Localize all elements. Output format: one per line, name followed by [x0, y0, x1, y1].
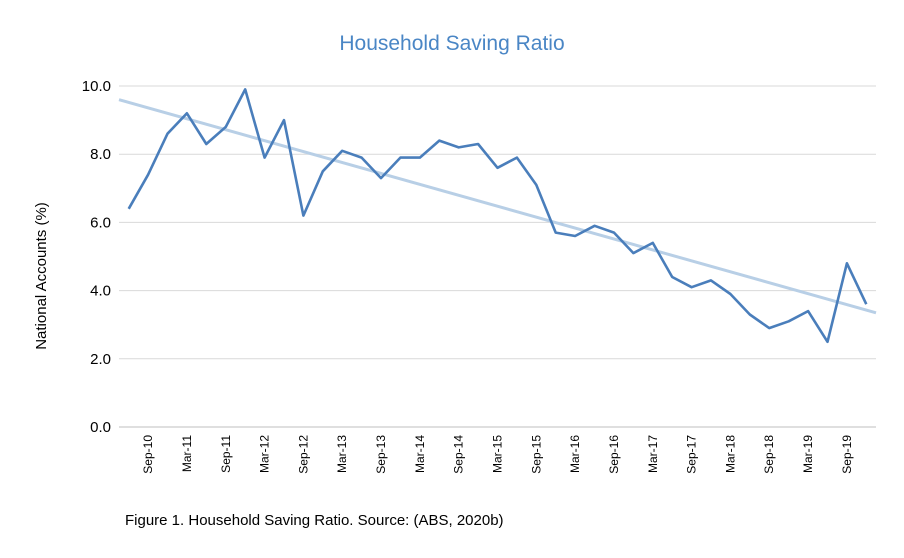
x-tick-label: Sep-12 [296, 435, 310, 474]
y-tick-label: 0.0 [90, 419, 111, 436]
x-tick-label: Sep-17 [685, 435, 699, 474]
x-tick-label: Sep-16 [607, 435, 621, 474]
x-axis-ticks: Sep-10 Mar-11 Sep-11 Mar-12 Sep-12 Mar-13 Sep-… [141, 435, 854, 474]
gridlines [119, 85, 876, 428]
x-tick-label: Mar-12 [258, 435, 272, 473]
y-tick-label: 6.0 [90, 214, 111, 231]
x-tick-label: Mar-14 [413, 435, 427, 473]
x-tick-label: Mar-17 [646, 435, 660, 473]
x-tick-label: Mar-18 [723, 435, 737, 473]
figure-caption: Figure 1. Household Saving Ratio. Source… [125, 512, 504, 529]
y-axis-label: National Accounts (%) [33, 202, 50, 350]
y-tick-label: 8.0 [90, 146, 111, 163]
x-tick-label: Sep-13 [374, 435, 388, 474]
x-tick-label: Mar-16 [568, 435, 582, 473]
y-tick-label: 10.0 [82, 78, 111, 95]
chart-title: Household Saving Ratio [339, 32, 564, 55]
x-tick-label: Sep-11 [219, 435, 233, 473]
x-tick-label: Sep-10 [141, 435, 155, 474]
y-tick-label: 2.0 [90, 351, 111, 368]
series-layer [118, 88, 877, 344]
series-line-saving-ratio [127, 88, 868, 344]
x-tick-label: Sep-15 [529, 435, 543, 474]
x-tick-label: Mar-19 [801, 435, 815, 473]
line-chart: Household Saving Ratio National Accounts… [33, 32, 877, 474]
x-tick-label: Sep-18 [762, 435, 776, 474]
y-axis-ticks: 0.0 2.0 4.0 6.0 8.0 10.0 [82, 78, 111, 436]
x-tick-label: Sep-19 [840, 435, 854, 474]
x-tick-label: Mar-13 [335, 435, 349, 473]
x-tick-label: Mar-11 [180, 435, 194, 472]
trendline [118, 98, 877, 315]
x-tick-label: Mar-15 [491, 435, 505, 473]
x-tick-label: Sep-14 [452, 435, 466, 474]
y-tick-label: 4.0 [90, 283, 111, 300]
